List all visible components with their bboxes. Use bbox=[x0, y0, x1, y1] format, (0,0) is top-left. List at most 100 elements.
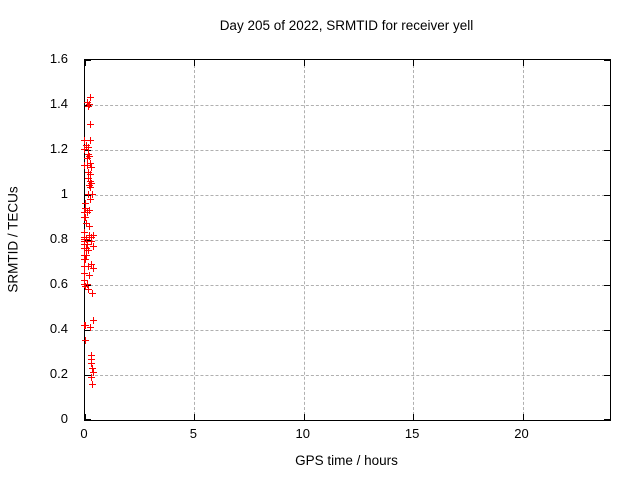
y-tick-mark-mirror bbox=[604, 330, 610, 331]
data-point-marker bbox=[81, 146, 89, 153]
data-point-marker bbox=[81, 229, 88, 237]
data-point-marker bbox=[84, 281, 92, 288]
data-point-marker bbox=[81, 276, 88, 284]
y-tick-mark bbox=[85, 330, 91, 331]
y-tick-label: 1 bbox=[60, 186, 68, 201]
y-tick-labels: 0 0.2 0.4 0.6 0.8 1 1.2 1.4 1.6 bbox=[0, 51, 75, 426]
x-tick-mark-mirror bbox=[413, 60, 415, 66]
data-point-marker bbox=[81, 137, 89, 144]
data-point-marker bbox=[89, 317, 97, 324]
y-tick-mark-mirror bbox=[604, 285, 610, 286]
data-point-marker bbox=[81, 269, 88, 277]
data-point-marker bbox=[88, 164, 95, 171]
data-point-marker bbox=[86, 272, 94, 279]
x-tick-mark bbox=[85, 414, 86, 420]
x-tick-label: 15 bbox=[404, 426, 420, 441]
y-tick-label: 1.6 bbox=[49, 51, 68, 66]
data-point-marker bbox=[84, 209, 92, 216]
data-point-marker bbox=[84, 143, 92, 151]
chart-title: Day 205 of 2022, SRMTID for receiver yel… bbox=[219, 18, 474, 33]
y-gridline bbox=[85, 150, 610, 151]
y-tick-label: 0 bbox=[60, 411, 68, 426]
x-tick-mark bbox=[522, 414, 524, 420]
y-tick-mark bbox=[85, 60, 91, 61]
data-point-marker bbox=[88, 179, 95, 187]
data-point-marker bbox=[86, 170, 94, 178]
data-point-marker bbox=[84, 247, 92, 255]
y-tick-mark-mirror bbox=[604, 375, 610, 376]
data-point-marker bbox=[82, 213, 90, 221]
y-tick-mark bbox=[85, 419, 91, 420]
data-point-marker bbox=[86, 195, 94, 203]
data-point-marker bbox=[86, 137, 94, 144]
x-tick-mark bbox=[194, 414, 196, 420]
x-tick-label: 0 bbox=[80, 426, 88, 441]
data-point-marker bbox=[89, 231, 97, 239]
data-point-marker bbox=[84, 263, 92, 270]
plot-area bbox=[81, 59, 611, 421]
data-point-marker bbox=[86, 159, 94, 167]
x-tick-label: 20 bbox=[514, 426, 529, 441]
data-point-marker bbox=[89, 368, 97, 376]
data-point-marker bbox=[86, 182, 94, 189]
x-tick-mark-mirror bbox=[303, 60, 305, 66]
data-point-marker bbox=[82, 220, 90, 228]
y-gridline bbox=[85, 240, 610, 241]
data-point-marker bbox=[88, 233, 95, 241]
data-point-marker bbox=[86, 184, 94, 192]
y-tick-mark-mirror bbox=[604, 419, 610, 420]
y-tick-label: 1.4 bbox=[49, 96, 68, 111]
y-tick-mark-mirror bbox=[604, 60, 610, 61]
data-point-marker bbox=[82, 141, 90, 149]
data-point-marker bbox=[89, 290, 97, 297]
data-point-marker bbox=[81, 263, 88, 270]
data-point-marker bbox=[82, 200, 90, 207]
data-point-marker bbox=[86, 231, 94, 239]
data-point-marker bbox=[89, 265, 97, 273]
y-gridline bbox=[85, 330, 610, 331]
data-point-marker bbox=[86, 222, 94, 230]
data-point-marker bbox=[88, 381, 96, 389]
data-point-marker bbox=[84, 161, 92, 169]
y-tick-mark bbox=[85, 375, 91, 376]
data-point-marker bbox=[88, 359, 95, 367]
x-tick-mark-mirror bbox=[194, 60, 196, 66]
y-tick-mark-mirror bbox=[604, 150, 610, 151]
data-point-marker bbox=[89, 242, 97, 250]
x-tick-label: 10 bbox=[295, 426, 310, 441]
data-point-marker bbox=[82, 204, 90, 212]
y-tick-label: 1.2 bbox=[49, 141, 68, 156]
data-point-marker bbox=[84, 168, 92, 176]
data-point-marker bbox=[86, 152, 94, 160]
data-point-marker bbox=[86, 177, 94, 185]
data-point-marker bbox=[84, 191, 92, 198]
data-point-marker bbox=[88, 374, 95, 382]
data-point-marker bbox=[86, 121, 94, 129]
y-gridline bbox=[85, 195, 610, 196]
data-point-marker bbox=[82, 321, 90, 329]
data-point-marker bbox=[84, 175, 92, 183]
x-tick-labels: 0 5 10 15 20 bbox=[80, 426, 609, 442]
y-gridline bbox=[85, 105, 610, 106]
x-axis-title: GPS time / hours bbox=[295, 453, 398, 468]
data-point-marker bbox=[86, 206, 94, 214]
x-tick-mark bbox=[303, 414, 305, 420]
data-point-marker bbox=[88, 238, 95, 246]
data-point-marker bbox=[88, 260, 95, 268]
data-point-marker bbox=[86, 101, 94, 108]
data-point-marker bbox=[84, 150, 92, 158]
data-point-marker bbox=[82, 337, 90, 345]
x-tick-mark-mirror bbox=[85, 60, 86, 66]
y-gridline bbox=[85, 375, 610, 376]
data-point-marker bbox=[88, 351, 95, 359]
y-tick-mark-mirror bbox=[604, 240, 610, 241]
y-tick-label: 0.4 bbox=[49, 321, 68, 336]
data-point-marker bbox=[82, 251, 90, 259]
y-tick-label: 0.2 bbox=[49, 366, 68, 381]
data-point-marker bbox=[83, 155, 91, 162]
x-tick-mark-mirror bbox=[522, 60, 524, 66]
data-point-marker bbox=[81, 240, 88, 248]
y-gridline bbox=[85, 285, 610, 286]
y-tick-mark-mirror bbox=[604, 195, 610, 196]
